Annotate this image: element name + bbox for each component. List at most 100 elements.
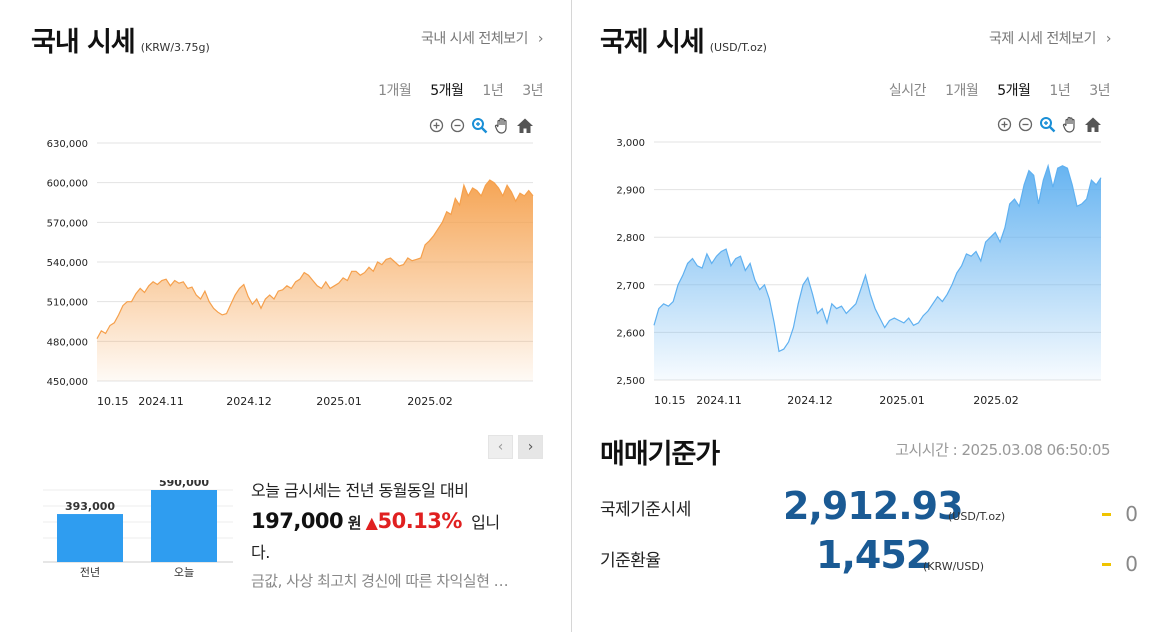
compare-bar [57, 514, 123, 562]
zoom-out-icon[interactable] [1018, 117, 1033, 132]
zoom-in-icon[interactable] [429, 118, 444, 133]
period-tab-4[interactable]: 3년 [1089, 83, 1110, 99]
intl-base-price-change-value: 0 [1125, 502, 1138, 526]
compare-bar [151, 490, 217, 562]
y-tick-label: 600,000 [47, 179, 88, 190]
no-change-dash-icon [1102, 512, 1112, 516]
domestic-view-all-link[interactable]: 국내 시세 전체보기 › [420, 28, 544, 48]
y-tick-label: 2,800 [616, 233, 645, 244]
trade-base-price-title: 매매기준가 [600, 439, 720, 470]
international-title-text: 국제 시세 [600, 27, 705, 58]
exchange-rate-label: 기준환율 [600, 551, 661, 571]
international-chart-toolbar [997, 116, 1102, 133]
compare-message: 오늘 금시세는 전년 동월동일 대비 197,000 원 ▲50.13% 입니 … [251, 476, 541, 568]
international-title: 국제 시세 (USD/T.oz) [600, 20, 767, 59]
period-tab-2[interactable]: 5개월 [997, 83, 1031, 99]
zoom-out-icon[interactable] [450, 118, 465, 133]
series-area [654, 165, 1101, 380]
compare-bar-value: 393,000 [65, 500, 115, 513]
period-tab-1[interactable]: 1개월 [945, 83, 979, 99]
chevron-right-icon: › [527, 439, 534, 455]
notice-time: 고시시간 : 2025.03.08 06:50:05 [895, 441, 1110, 459]
x-tick-label: 2025.01 [316, 395, 362, 408]
period-tab-1[interactable]: 5개월 [430, 83, 464, 99]
domestic-price-chart: 450,000 480,000 510,000 540,000 570,000 600,0… [47, 139, 534, 408]
period-tab-2[interactable]: 1년 [482, 83, 504, 99]
x-tick-label: 2025.02 [407, 395, 453, 408]
prev-button[interactable]: ‹ [488, 435, 513, 459]
y-tick-label: 2,700 [616, 281, 645, 292]
y-tick-label: 510,000 [47, 298, 88, 309]
exchange-rate-unit: (KRW/USD) [923, 560, 985, 573]
chevron-right-icon: › [537, 31, 544, 47]
international-unit: (USD/T.oz) [709, 41, 767, 54]
domestic-view-all-label: 국내 시세 전체보기 [420, 31, 528, 47]
y-tick-label: 3,000 [616, 138, 645, 149]
y-tick-label: 2,600 [616, 328, 645, 339]
compare-diff-value: 197,000 [251, 509, 344, 533]
year-compare-bar-chart: 393,000 전년 590,000 오늘 [43, 480, 233, 579]
period-tab-3[interactable]: 1년 [1049, 83, 1071, 99]
x-tick-label: 10.15 [97, 395, 129, 408]
panel-divider [571, 0, 572, 632]
domestic-unit: (KRW/3.75g) [140, 41, 210, 54]
period-tab-3[interactable]: 3년 [522, 83, 543, 99]
compare-diff-unit: 원 [347, 514, 362, 532]
period-tab-0[interactable]: 실시간 [888, 83, 927, 99]
international-view-all-label: 국제 시세 전체보기 [988, 31, 1096, 47]
home-icon[interactable] [1084, 116, 1102, 133]
x-tick-label: 2024.12 [787, 394, 833, 407]
period-tab-0[interactable]: 1개월 [378, 83, 412, 99]
intl-base-price-label: 국제기준시세 [600, 500, 691, 520]
y-tick-label: 540,000 [47, 258, 88, 269]
compare-bar-label: 오늘 [174, 566, 194, 579]
international-price-chart: 2,500 2,600 2,700 2,800 2,900 3,000 10.15 2024.… [616, 138, 1102, 407]
exchange-rate-value: 1,452 [816, 533, 932, 577]
compare-message-line1: 오늘 금시세는 전년 동월동일 대비 [251, 481, 469, 500]
domestic-period-tabs: 1개월 5개월 1년 3년 [359, 80, 543, 100]
up-arrow-icon: ▲ [365, 513, 378, 532]
domestic-title-text: 국내 시세 [31, 27, 136, 58]
zoom-in-icon[interactable] [997, 117, 1012, 132]
series-line [653, 163, 1102, 353]
y-tick-label: 2,500 [616, 376, 645, 387]
international-view-all-link[interactable]: 국제 시세 전체보기 › [988, 28, 1112, 48]
compare-bar-label: 전년 [80, 566, 100, 579]
x-tick-label: 10.15 [654, 394, 686, 407]
no-change-dash-icon [1102, 562, 1112, 566]
domestic-chart-toolbar [429, 117, 534, 134]
x-tick-label: 2025.01 [879, 394, 925, 407]
x-tick-label: 2024.11 [696, 394, 742, 407]
magnifier-icon[interactable] [1039, 116, 1056, 133]
compare-bar-value: 590,000 [159, 480, 209, 489]
domestic-title: 국내 시세 (KRW/3.75g) [31, 20, 210, 59]
chevron-right-icon: › [1105, 31, 1112, 47]
series-area [97, 180, 533, 381]
international-period-tabs: 실시간 1개월 5개월 1년 3년 [870, 80, 1111, 100]
pan-hand-icon[interactable] [1062, 116, 1078, 133]
intl-base-price-value: 2,912.93 [783, 484, 964, 528]
x-tick-label: 2025.02 [973, 394, 1019, 407]
home-icon[interactable] [516, 117, 534, 134]
exchange-rate-change-value: 0 [1125, 552, 1138, 576]
compare-pct: 50.13% [377, 509, 462, 533]
intl-base-price-unit: (USD/T.oz) [948, 510, 1006, 523]
pan-hand-icon[interactable] [494, 117, 510, 134]
compare-message-tail: 입니 [471, 513, 500, 532]
exchange-rate-change: 0 [1102, 552, 1138, 576]
international-panel: 국제 시세 (USD/T.oz) 국제 시세 전체보기 › 실시간 1개월 5개월 1년 3… [573, 0, 1156, 632]
intl-base-price-change: 0 [1102, 502, 1138, 526]
y-tick-label: 630,000 [47, 139, 88, 150]
chevron-left-icon: ‹ [497, 439, 504, 455]
next-button[interactable]: › [518, 435, 543, 459]
news-headline-link[interactable]: 금값, 사상 최고치 경신에 따른 차익실현 … [251, 572, 509, 590]
series-line [96, 179, 534, 339]
x-tick-label: 2024.11 [138, 395, 184, 408]
y-tick-label: 450,000 [47, 377, 88, 388]
magnifier-icon[interactable] [471, 117, 488, 134]
x-tick-label: 2024.12 [226, 395, 272, 408]
y-tick-label: 2,900 [616, 186, 645, 197]
domestic-panel: 국내 시세 (KRW/3.75g) 국내 시세 전체보기 › 1개월 5개월 1년 3년 … [0, 0, 572, 632]
compare-message-line3: 다. [251, 543, 270, 562]
y-tick-label: 570,000 [47, 218, 88, 229]
